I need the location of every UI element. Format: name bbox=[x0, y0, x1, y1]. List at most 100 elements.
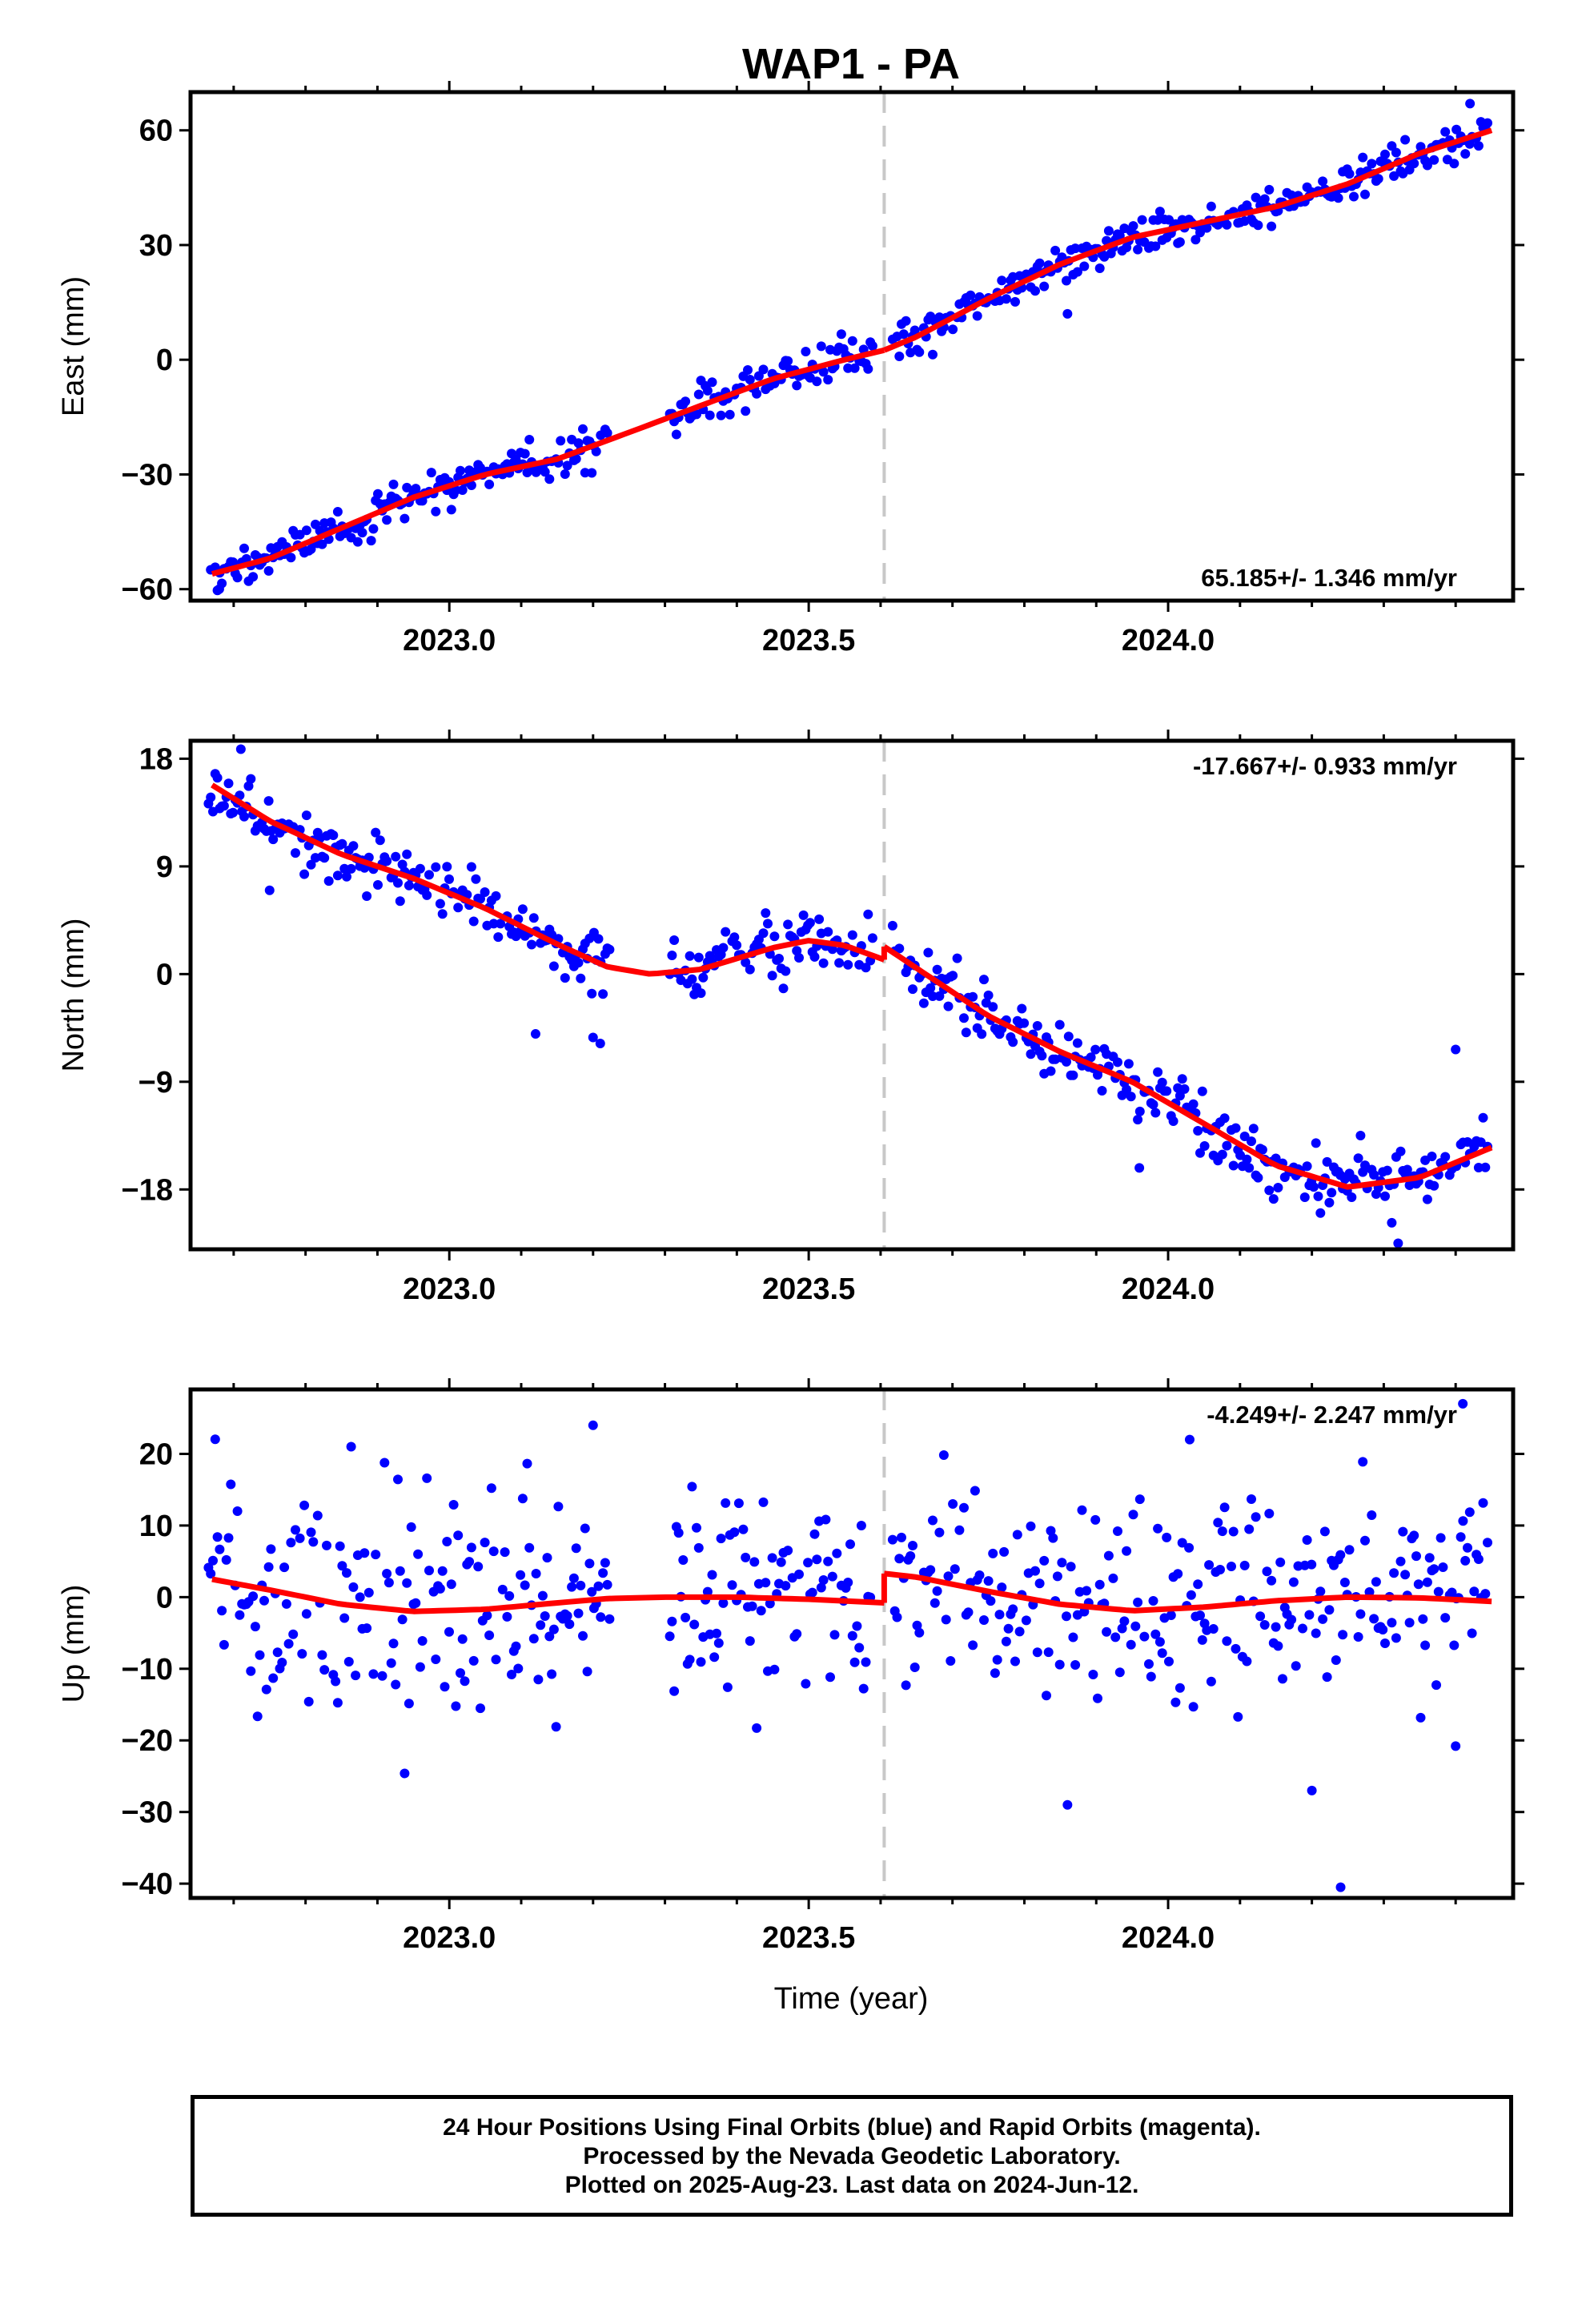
data-point bbox=[1021, 1615, 1031, 1626]
data-point bbox=[1154, 1637, 1165, 1647]
plot-area-up bbox=[203, 1389, 1492, 1898]
data-point bbox=[1315, 1586, 1326, 1597]
data-point bbox=[1103, 226, 1114, 236]
data-point bbox=[741, 1552, 751, 1562]
data-point bbox=[1398, 1526, 1408, 1537]
y-tick-label: 0 bbox=[156, 958, 173, 991]
data-point bbox=[1117, 1623, 1127, 1634]
data-point bbox=[228, 557, 239, 567]
data-point bbox=[548, 961, 559, 971]
y-axis-label: North (mm) bbox=[57, 918, 90, 1072]
data-point bbox=[928, 991, 938, 1001]
data-point bbox=[1483, 118, 1492, 128]
data-point bbox=[681, 396, 691, 407]
data-point bbox=[382, 856, 392, 866]
data-point bbox=[1311, 1628, 1321, 1638]
data-points-east bbox=[206, 99, 1492, 596]
data-point bbox=[671, 429, 681, 440]
data-point bbox=[977, 1029, 987, 1039]
data-point bbox=[1134, 1494, 1145, 1505]
data-point bbox=[702, 1586, 713, 1597]
data-point bbox=[357, 528, 367, 538]
data-point bbox=[337, 838, 347, 849]
fit-line-segment1 bbox=[211, 1576, 885, 1614]
data-point bbox=[277, 1658, 287, 1667]
data-point bbox=[301, 810, 311, 821]
data-point bbox=[437, 909, 448, 919]
data-point bbox=[426, 468, 436, 478]
x-tick-label: 2024.0 bbox=[1122, 1273, 1215, 1306]
y-tick-label: 60 bbox=[139, 115, 173, 148]
data-point bbox=[809, 1529, 820, 1539]
data-point bbox=[1219, 1502, 1230, 1513]
data-point bbox=[814, 914, 825, 924]
data-point bbox=[805, 918, 815, 928]
data-point bbox=[584, 1558, 595, 1569]
data-point bbox=[1302, 1161, 1312, 1172]
data-point-outlier bbox=[1451, 1741, 1461, 1751]
data-point bbox=[1478, 1498, 1488, 1508]
data-point bbox=[867, 933, 877, 943]
data-point bbox=[524, 1542, 535, 1553]
data-point bbox=[1128, 221, 1138, 231]
data-point bbox=[1231, 1123, 1241, 1133]
data-point bbox=[930, 1598, 940, 1608]
data-point bbox=[598, 1568, 608, 1578]
data-point bbox=[402, 849, 412, 859]
data-point bbox=[250, 1622, 260, 1632]
data-point bbox=[1400, 135, 1411, 145]
data-point bbox=[1188, 1099, 1199, 1109]
data-point bbox=[1010, 296, 1020, 307]
data-point bbox=[355, 1592, 365, 1602]
data-point bbox=[346, 1441, 356, 1452]
data-point bbox=[604, 1614, 615, 1624]
data-point bbox=[1144, 1659, 1154, 1669]
data-point bbox=[460, 1676, 470, 1687]
x-tick-label: 2024.0 bbox=[1122, 624, 1215, 657]
data-point bbox=[466, 1542, 476, 1553]
data-point bbox=[1039, 1555, 1050, 1566]
data-point bbox=[453, 1530, 464, 1541]
data-point bbox=[1062, 1056, 1071, 1067]
data-point bbox=[1373, 174, 1383, 184]
data-point bbox=[502, 1611, 512, 1622]
data-point bbox=[1097, 1086, 1107, 1096]
data-point bbox=[983, 1576, 994, 1586]
data-point bbox=[1079, 261, 1090, 271]
data-point bbox=[576, 973, 586, 983]
data-point bbox=[217, 1606, 227, 1616]
data-point bbox=[491, 1655, 501, 1665]
data-point bbox=[693, 952, 704, 963]
data-point bbox=[763, 919, 773, 929]
data-point bbox=[323, 876, 334, 887]
data-point bbox=[1072, 267, 1082, 277]
data-point bbox=[1422, 1194, 1432, 1204]
data-point bbox=[411, 1598, 421, 1608]
data-point bbox=[1435, 1533, 1446, 1543]
data-point bbox=[1371, 1577, 1381, 1587]
data-point bbox=[854, 1642, 865, 1653]
data-point bbox=[571, 1543, 581, 1554]
data-point bbox=[593, 934, 604, 944]
data-point bbox=[1480, 1589, 1491, 1599]
data-point bbox=[1415, 1712, 1426, 1723]
data-point bbox=[308, 1537, 319, 1547]
data-point bbox=[769, 1664, 780, 1675]
data-point bbox=[1042, 1691, 1051, 1701]
data-point bbox=[562, 460, 572, 471]
data-point bbox=[849, 363, 860, 373]
data-point bbox=[352, 537, 363, 547]
data-point bbox=[1157, 1077, 1167, 1088]
data-point bbox=[520, 448, 530, 459]
y-tick-label: 20 bbox=[139, 1437, 173, 1471]
data-point bbox=[600, 1558, 610, 1568]
data-point bbox=[406, 1522, 416, 1532]
data-point bbox=[306, 1527, 316, 1538]
data-point bbox=[1062, 1611, 1071, 1622]
data-point bbox=[1267, 1575, 1277, 1586]
data-point bbox=[359, 1548, 370, 1558]
data-point bbox=[1242, 1656, 1252, 1667]
data-point bbox=[818, 958, 829, 968]
data-point bbox=[914, 1627, 925, 1638]
data-point bbox=[466, 480, 476, 490]
